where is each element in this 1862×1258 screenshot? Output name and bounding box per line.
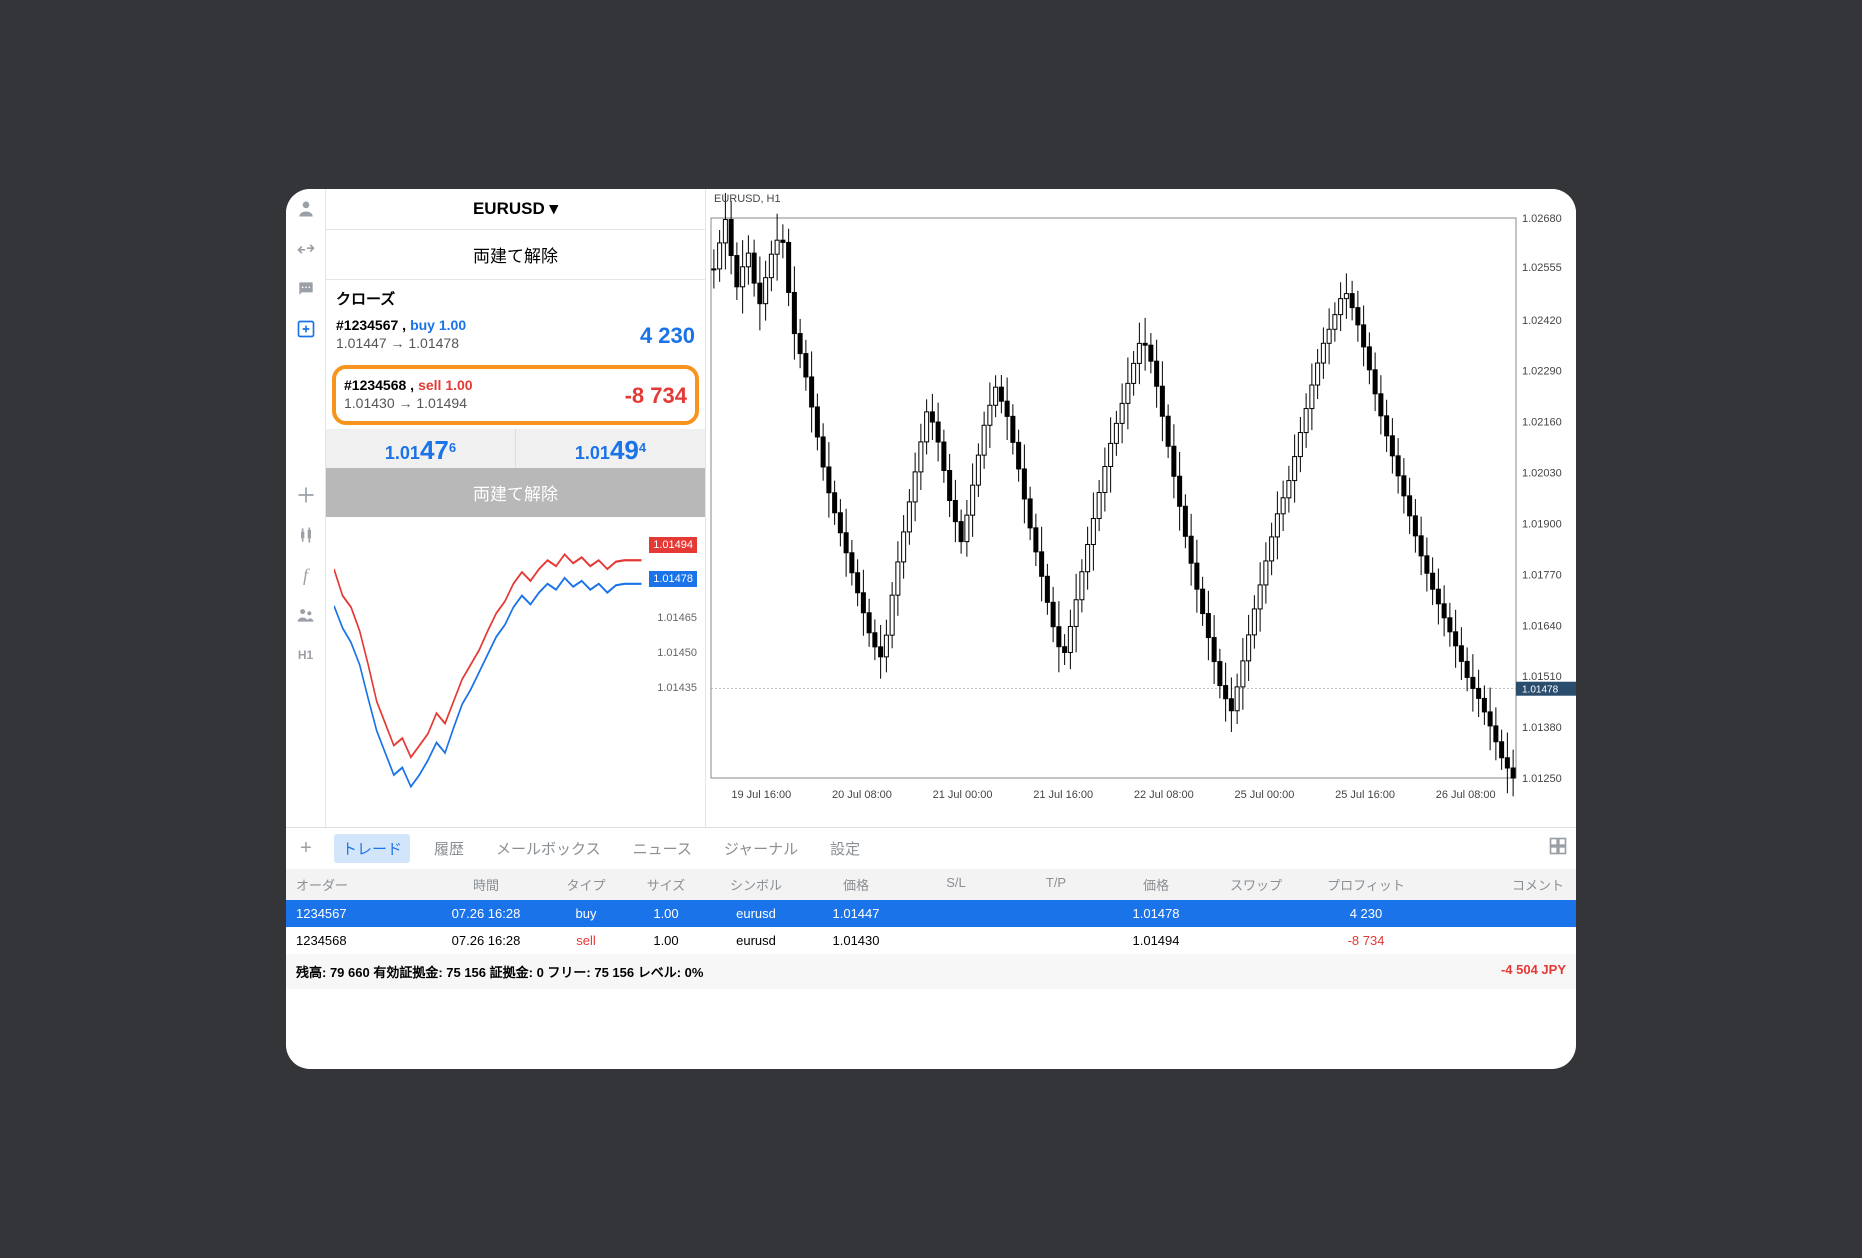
chart-title: EURUSD, H1: [714, 193, 781, 205]
svg-text:21 Jul 16:00: 21 Jul 16:00: [1033, 789, 1093, 801]
position-sell[interactable]: #1234568 , sell 1.00 1.01430 → 1.01494 -…: [344, 377, 687, 411]
svg-text:21 Jul 00:00: 21 Jul 00:00: [933, 789, 993, 801]
hdr-type: タイプ: [546, 875, 626, 894]
position-sell-side: sell 1.00: [418, 377, 473, 393]
svg-text:26 Jul 08:00: 26 Jul 08:00: [1436, 789, 1496, 801]
svg-text:1.02420: 1.02420: [1522, 315, 1562, 327]
position-buy-side: buy 1.00: [410, 317, 466, 333]
trade-direction-icon[interactable]: [294, 237, 318, 261]
svg-text:22 Jul 08:00: 22 Jul 08:00: [1134, 789, 1194, 801]
mini-tick-2: 1.01435: [657, 682, 697, 694]
svg-text:19 Jul 16:00: 19 Jul 16:00: [731, 789, 791, 801]
svg-text:1.02555: 1.02555: [1522, 262, 1562, 274]
close-section-label: クローズ: [326, 280, 705, 311]
hedge-release-button[interactable]: 両建て解除: [326, 468, 705, 517]
ask-sup: 4: [639, 440, 646, 455]
table-row[interactable]: 123456707.26 16:28buy1.00eurusd1.014471.…: [286, 900, 1576, 927]
hdr-size: サイズ: [626, 875, 706, 894]
tab-1[interactable]: 履歴: [426, 834, 472, 863]
main-chart[interactable]: EURUSD, H1 1.02680 1.02555 1.02420 1.02290 1…: [706, 189, 1576, 827]
quote-row: 1.01476 1.01494: [326, 429, 705, 468]
hdr-symbol: シンボル: [706, 875, 806, 894]
svg-text:20 Jul 08:00: 20 Jul 08:00: [832, 789, 892, 801]
account-icon[interactable]: [294, 197, 318, 221]
svg-text:1.01380: 1.01380: [1522, 722, 1562, 734]
tab-3[interactable]: ニュース: [625, 834, 700, 863]
table-row[interactable]: 123456807.26 16:28sell1.00eurusd1.014301…: [286, 927, 1576, 954]
hdr-price2: 価格: [1106, 875, 1206, 894]
mini-bid-label: 1.01478: [649, 571, 697, 587]
svg-text:1.02290: 1.02290: [1522, 366, 1562, 378]
tab-0[interactable]: トレード: [334, 834, 410, 863]
svg-text:1.02030: 1.02030: [1522, 468, 1562, 480]
hdr-time: 時間: [426, 875, 546, 894]
account-summary: 残高: 79 660 有効証拠金: 75 156 証拠金: 0 フリー: 75 …: [286, 954, 1576, 989]
timeframe-button[interactable]: H1: [294, 643, 318, 667]
svg-text:1.01478: 1.01478: [1522, 685, 1559, 696]
svg-text:25 Jul 00:00: 25 Jul 00:00: [1234, 789, 1294, 801]
hdr-profit: プロフィット: [1306, 875, 1426, 894]
bid-quote[interactable]: 1.01476: [326, 429, 516, 468]
tab-5[interactable]: 設定: [822, 834, 868, 863]
summary-text: 残高: 79 660 有効証拠金: 75 156 証拠金: 0 フリー: 75 …: [296, 962, 703, 981]
mini-tick-1: 1.01450: [657, 647, 697, 659]
hdr-order: オーダー: [286, 875, 426, 894]
svg-text:1.01770: 1.01770: [1522, 569, 1562, 581]
position-sell-ticket: #1234568 ,: [344, 377, 414, 393]
layout-icon[interactable]: [1548, 836, 1568, 861]
svg-text:1.02160: 1.02160: [1522, 417, 1562, 429]
mini-tick-0: 1.01465: [657, 612, 697, 624]
bid-prefix: 1.01: [385, 443, 420, 463]
position-sell-highlight: #1234568 , sell 1.00 1.01430 → 1.01494 -…: [332, 365, 699, 425]
bid-big: 47: [420, 435, 449, 465]
ask-quote[interactable]: 1.01494: [516, 429, 705, 468]
hdr-swap: スワップ: [1206, 875, 1306, 894]
orders-table-header: オーダー 時間 タイプ サイズ シンボル 価格 S/L T/P 価格 スワップ …: [286, 869, 1576, 900]
left-toolbar: f H1: [286, 189, 326, 827]
svg-text:25 Jul 16:00: 25 Jul 16:00: [1335, 789, 1395, 801]
new-order-icon[interactable]: [294, 317, 318, 341]
ask-big: 49: [610, 435, 639, 465]
position-buy-profit: 4 230: [640, 323, 695, 349]
trade-side-panel: EURUSD ▾ 両建て解除 クローズ #1234567 , buy 1.00 …: [326, 189, 706, 827]
position-sell-profit: -8 734: [625, 383, 687, 409]
hdr-price: 価格: [806, 875, 906, 894]
hdr-sl: S/L: [906, 875, 1006, 894]
ask-prefix: 1.01: [575, 443, 610, 463]
chat-icon[interactable]: [294, 277, 318, 301]
candlestick-icon[interactable]: [294, 523, 318, 547]
hdr-tp: T/P: [1006, 875, 1106, 894]
summary-total: -4 504 JPY: [1501, 962, 1566, 981]
add-tab-icon[interactable]: +: [294, 837, 318, 860]
crosshair-icon[interactable]: [294, 483, 318, 507]
svg-text:1.01900: 1.01900: [1522, 518, 1562, 530]
position-buy-ticket: #1234567 ,: [336, 317, 406, 333]
svg-text:1.02680: 1.02680: [1522, 213, 1562, 225]
people-icon[interactable]: [294, 603, 318, 627]
function-icon[interactable]: f: [294, 563, 318, 587]
bid-sup: 6: [449, 440, 456, 455]
tab-4[interactable]: ジャーナル: [716, 834, 806, 863]
svg-text:1.01250: 1.01250: [1522, 773, 1562, 785]
hdr-comment: コメント: [1426, 875, 1576, 894]
tab-2[interactable]: メールボックス: [488, 834, 609, 863]
bottom-panel: + トレード履歴メールボックスニュースジャーナル設定 オーダー 時間 タイプ サ…: [286, 827, 1576, 1069]
mini-tick-chart: 1.01494 1.01478 1.01465 1.01450 1.01435: [326, 517, 705, 827]
svg-text:1.01640: 1.01640: [1522, 620, 1562, 632]
symbol-selector[interactable]: EURUSD ▾: [326, 189, 705, 230]
mini-ask-label: 1.01494: [649, 537, 697, 553]
bottom-tabs: + トレード履歴メールボックスニュースジャーナル設定: [286, 828, 1576, 869]
position-buy[interactable]: #1234567 , buy 1.00 1.01447 → 1.01478 4 …: [326, 311, 705, 361]
svg-text:1.01510: 1.01510: [1522, 671, 1562, 683]
hedge-release-top-button[interactable]: 両建て解除: [326, 230, 705, 280]
